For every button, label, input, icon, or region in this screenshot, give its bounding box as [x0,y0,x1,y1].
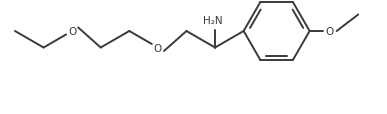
Text: O: O [68,27,76,37]
Text: H₂N: H₂N [203,15,223,25]
Text: O: O [154,43,162,53]
Text: O: O [325,27,334,37]
